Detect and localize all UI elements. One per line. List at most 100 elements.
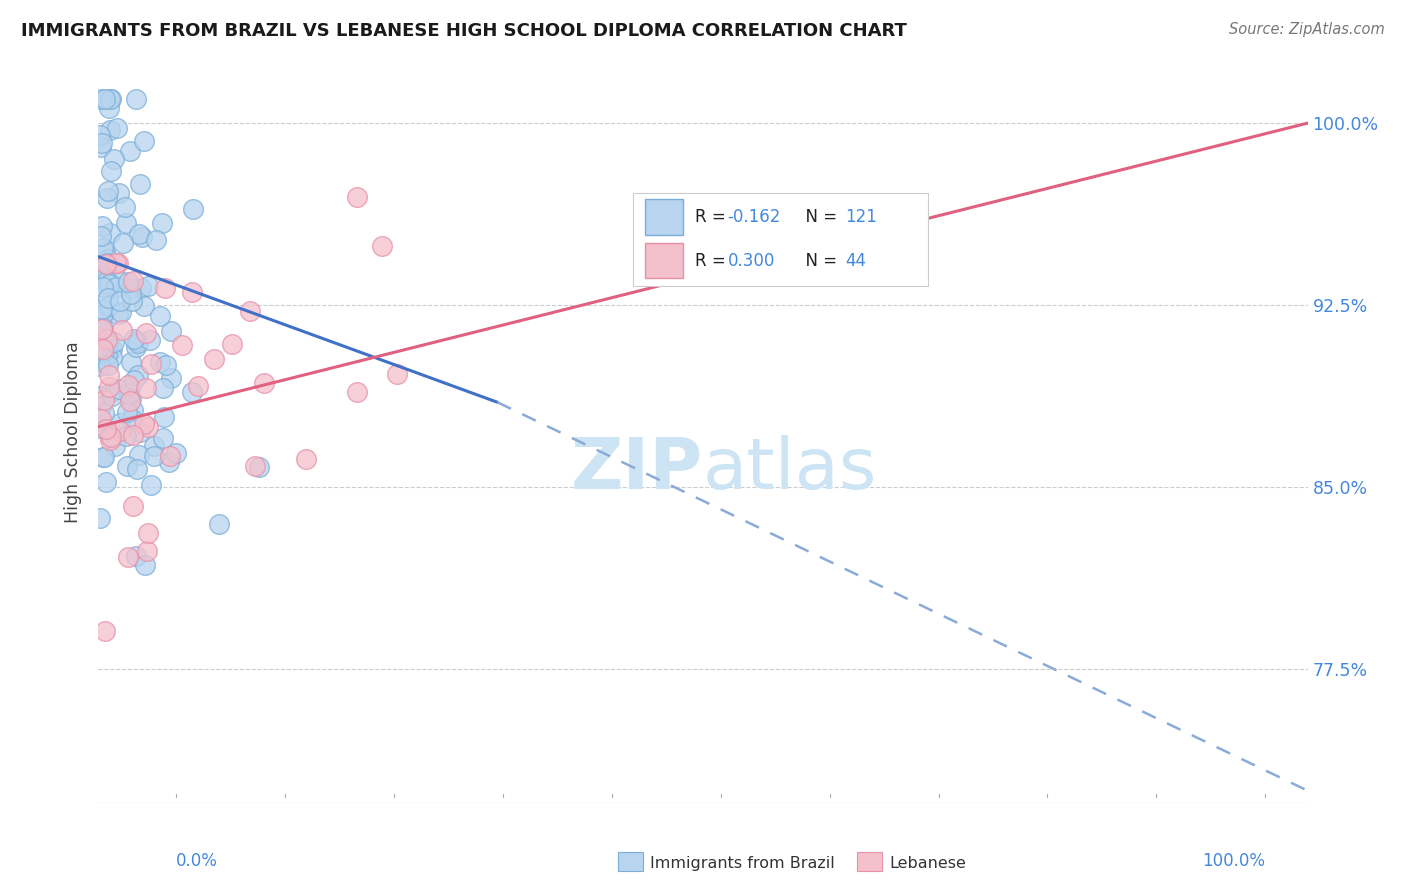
Point [152, 431, 174, 445]
Point [96, 348, 118, 362]
Point [89, 421, 111, 435]
Point [371, 239, 394, 253]
Text: Immigrants from Brazil: Immigrants from Brazil [650, 856, 835, 871]
Point [121, 293, 143, 308]
Point [91, 219, 114, 233]
Point [91, 136, 114, 150]
Point [97, 368, 120, 382]
Point [108, 424, 131, 438]
Point [110, 305, 132, 319]
Point [96, 256, 118, 270]
Point [112, 235, 135, 250]
Point [172, 337, 194, 351]
Point [94, 92, 117, 106]
Point [253, 376, 276, 391]
Point [125, 334, 148, 348]
Bar [645, 243, 683, 278]
Point [97, 101, 120, 115]
Point [105, 280, 128, 294]
Point [120, 281, 142, 295]
Point [117, 378, 139, 392]
Point [107, 256, 129, 270]
Point [118, 394, 141, 409]
Point [91, 279, 114, 293]
Point [111, 323, 134, 337]
Point [91, 302, 114, 317]
Point [135, 326, 157, 340]
Point [118, 144, 141, 158]
Point [122, 499, 145, 513]
Point [181, 285, 204, 300]
Point [93, 343, 115, 358]
Point [110, 293, 132, 308]
Text: R =: R = [695, 252, 731, 269]
Point [385, 367, 408, 381]
Point [93, 450, 115, 465]
Point [346, 190, 368, 204]
Point [132, 417, 155, 431]
Point [129, 281, 152, 295]
Point [101, 351, 124, 365]
Point [91, 450, 114, 465]
Point [149, 310, 172, 324]
Point [122, 332, 145, 346]
Point [100, 92, 122, 106]
Point [143, 450, 166, 464]
Point [117, 549, 139, 564]
Point [98, 428, 121, 442]
Point [97, 260, 120, 274]
Point [121, 412, 143, 426]
Point [94, 624, 117, 638]
Point [93, 393, 115, 408]
Point [149, 355, 172, 369]
Point [97, 335, 120, 350]
Point [157, 454, 180, 468]
Point [132, 134, 155, 148]
Point [94, 246, 117, 260]
Point [96, 191, 118, 205]
Point [91, 343, 114, 357]
Point [134, 558, 156, 572]
Point [98, 277, 121, 292]
Point [94, 422, 117, 436]
Point [129, 177, 152, 191]
Y-axis label: High School Diploma: High School Diploma [65, 342, 83, 524]
Point [97, 279, 120, 293]
Point [107, 273, 129, 287]
Point [115, 405, 138, 419]
Point [91, 322, 114, 336]
Point [97, 252, 120, 266]
Point [94, 475, 117, 489]
Point [125, 92, 148, 106]
Point [120, 355, 142, 369]
Point [94, 258, 117, 272]
Point [124, 340, 146, 354]
Text: IMMIGRANTS FROM BRAZIL VS LEBANESE HIGH SCHOOL DIPLOMA CORRELATION CHART: IMMIGRANTS FROM BRAZIL VS LEBANESE HIGH … [21, 22, 907, 40]
Point [90, 139, 112, 153]
Point [90, 399, 112, 413]
Point [221, 336, 243, 351]
Point [93, 307, 115, 321]
Point [124, 373, 146, 387]
Point [129, 425, 152, 440]
Point [152, 381, 174, 395]
Point [108, 417, 131, 431]
Point [150, 216, 173, 230]
Point [90, 92, 112, 106]
Point [131, 230, 153, 244]
Point [91, 321, 114, 335]
Point [104, 439, 127, 453]
Point [181, 202, 204, 216]
Point [93, 406, 115, 420]
Point [128, 448, 150, 462]
Point [187, 379, 209, 393]
Point [96, 332, 118, 346]
Point [139, 478, 162, 492]
Point [143, 439, 166, 453]
Text: 100.0%: 100.0% [1202, 852, 1265, 870]
Point [103, 152, 125, 166]
Point [101, 343, 124, 357]
Text: 44: 44 [845, 252, 866, 269]
Point [239, 304, 262, 318]
Text: -0.162: -0.162 [727, 208, 780, 226]
